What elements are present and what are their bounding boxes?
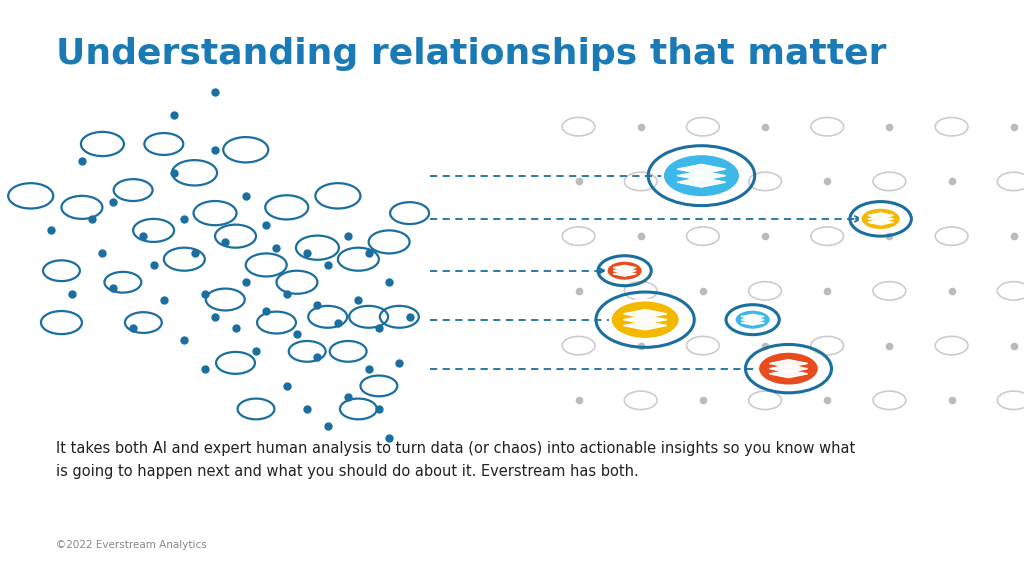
Polygon shape [677, 171, 726, 180]
Circle shape [758, 351, 819, 386]
Polygon shape [613, 268, 636, 273]
Polygon shape [613, 266, 636, 270]
Polygon shape [624, 309, 667, 318]
Polygon shape [868, 220, 893, 225]
Polygon shape [624, 321, 667, 330]
Text: It takes both AI and expert human analysis to turn data (or chaos) into actionab: It takes both AI and expert human analys… [56, 441, 856, 479]
Polygon shape [677, 164, 726, 174]
Polygon shape [741, 320, 764, 325]
Polygon shape [741, 314, 764, 319]
Polygon shape [677, 177, 726, 187]
Text: Understanding relationships that matter: Understanding relationships that matter [56, 37, 887, 71]
Polygon shape [769, 370, 808, 378]
Polygon shape [769, 365, 808, 373]
Circle shape [734, 309, 771, 330]
Polygon shape [769, 359, 808, 367]
Circle shape [610, 300, 680, 339]
Circle shape [860, 207, 901, 230]
Circle shape [663, 154, 740, 198]
Polygon shape [868, 217, 893, 221]
Polygon shape [613, 271, 636, 276]
Text: ©2022 Everstream Analytics: ©2022 Everstream Analytics [56, 540, 207, 550]
Polygon shape [868, 213, 893, 218]
Polygon shape [624, 316, 667, 324]
Polygon shape [741, 317, 764, 322]
Circle shape [606, 260, 643, 281]
